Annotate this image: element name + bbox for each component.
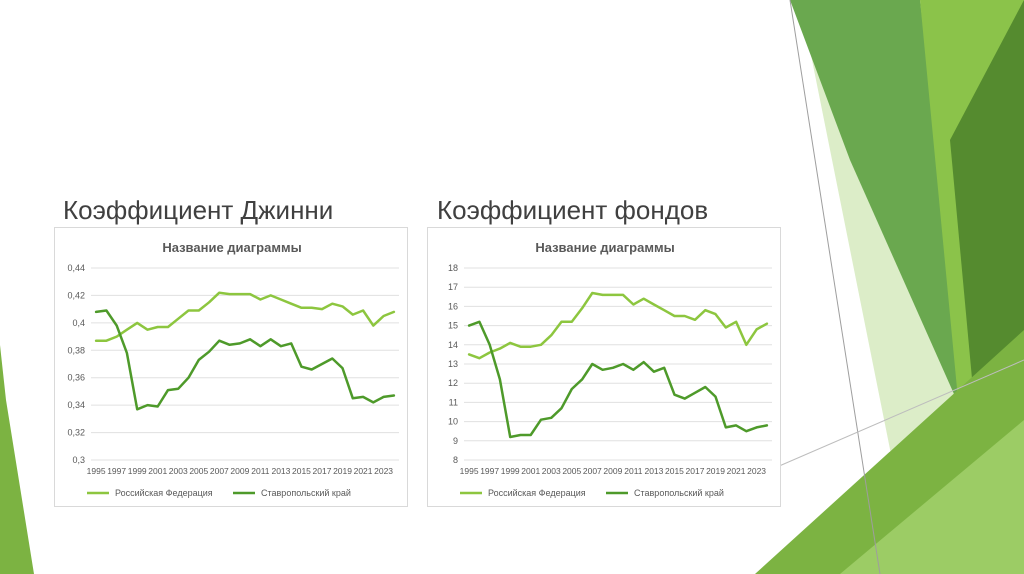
deco-thin-line-1 xyxy=(789,0,881,574)
y-tick-label: 0,4 xyxy=(72,318,85,328)
x-tick-label: 2011 xyxy=(624,466,643,476)
heading-funds: Коэффициент фондов xyxy=(437,195,709,225)
y-tick-label: 18 xyxy=(448,263,458,273)
legend-label: Российская Федерация xyxy=(488,488,586,498)
series-line-0 xyxy=(94,291,396,342)
x-tick-label: 2015 xyxy=(292,466,311,476)
x-tick-label: 2021 xyxy=(354,466,373,476)
chart-funds: Название диаграммы 8 9 10 11 12 13 14 15 16 17 18 19… xyxy=(427,227,781,507)
x-tick-label: 2021 xyxy=(727,466,746,476)
x-tick-label: 2023 xyxy=(747,466,766,476)
deco-right-mid-panel xyxy=(790,0,970,430)
chart-title: Название диаграммы xyxy=(535,240,674,255)
chart-title: Название диаграммы xyxy=(162,240,301,255)
x-tick-label: 2001 xyxy=(521,466,540,476)
x-tick-label: 2017 xyxy=(686,466,705,476)
x-tick-label: 2023 xyxy=(374,466,393,476)
heading-gini: Коэффициент Джинни xyxy=(63,195,334,225)
deco-left-sliver xyxy=(0,345,34,574)
legend-label: Ставропольский край xyxy=(261,488,351,498)
x-tick-label: 2013 xyxy=(271,466,290,476)
series-line-1 xyxy=(467,320,769,439)
legend-label: Российская Федерация xyxy=(115,488,213,498)
x-tick-label: 1997 xyxy=(480,466,499,476)
x-tick-label: 2007 xyxy=(210,466,229,476)
y-tick-label: 14 xyxy=(448,340,458,350)
y-tick-label: 0,32 xyxy=(67,428,85,438)
y-tick-label: 13 xyxy=(448,359,458,369)
chart-svg: Название диаграммы 0,3 0,32 0,34 0,36 0,38 0,4… xyxy=(67,240,399,498)
x-tick-label: 1995 xyxy=(87,466,106,476)
x-tick-label: 2011 xyxy=(251,466,270,476)
y-tick-label: 10 xyxy=(448,417,458,427)
deco-bottom-light-wedge xyxy=(840,420,1024,574)
x-tick-label: 2003 xyxy=(169,466,188,476)
x-tick-label: 2009 xyxy=(230,466,249,476)
y-tick-label: 0,36 xyxy=(67,373,85,383)
legend-label: Ставропольский край xyxy=(634,488,724,498)
series-line-0 xyxy=(467,291,769,360)
x-tick-label: 2017 xyxy=(313,466,332,476)
y-tick-label: 8 xyxy=(453,455,458,465)
y-tick-label: 16 xyxy=(448,301,458,311)
x-tick-label: 2005 xyxy=(189,466,208,476)
x-tick-label: 2007 xyxy=(583,466,602,476)
x-tick-label: 2005 xyxy=(562,466,581,476)
deco-thin-line-2 xyxy=(769,359,1024,471)
x-tick-label: 2013 xyxy=(644,466,663,476)
y-tick-label: 0,34 xyxy=(67,400,85,410)
y-tick-label: 0,44 xyxy=(67,263,85,273)
x-tick-label: 1997 xyxy=(107,466,126,476)
chart-gini: Название диаграммы 0,3 0,32 0,34 0,36 0,38 0,4… xyxy=(54,227,408,507)
y-tick-label: 11 xyxy=(449,397,458,407)
y-tick-label: 15 xyxy=(448,321,458,331)
x-tick-label: 2009 xyxy=(603,466,622,476)
y-tick-label: 0,38 xyxy=(67,345,85,355)
chart-svg: Название диаграммы 8 9 10 11 12 13 14 15 16 17 18 19… xyxy=(448,240,772,498)
y-tick-label: 0,42 xyxy=(67,290,85,300)
x-tick-label: 2015 xyxy=(665,466,684,476)
y-tick-label: 0,3 xyxy=(72,455,85,465)
x-tick-label: 1999 xyxy=(501,466,520,476)
x-tick-label: 2003 xyxy=(542,466,561,476)
x-tick-label: 1995 xyxy=(460,466,479,476)
x-tick-label: 2001 xyxy=(148,466,167,476)
x-tick-label: 1999 xyxy=(128,466,147,476)
y-tick-label: 12 xyxy=(448,378,458,388)
y-tick-label: 9 xyxy=(453,436,458,446)
x-tick-label: 2019 xyxy=(333,466,352,476)
y-tick-label: 17 xyxy=(448,282,458,292)
series-line-1 xyxy=(94,309,396,411)
x-tick-label: 2019 xyxy=(706,466,725,476)
